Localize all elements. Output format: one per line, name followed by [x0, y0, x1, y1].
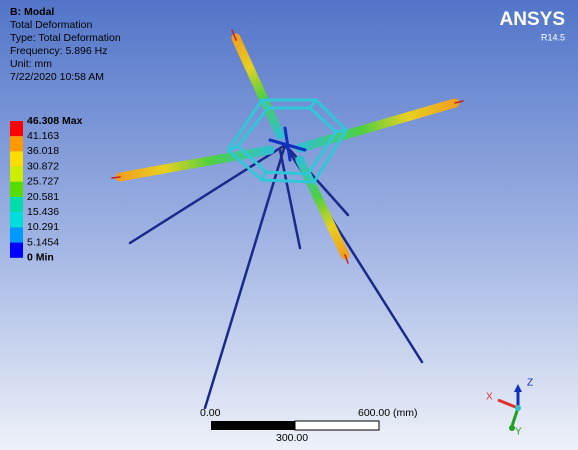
header-line: Total Deformation [10, 19, 92, 31]
legend-swatch [10, 197, 23, 212]
legend-label: 20.581 [27, 191, 59, 203]
background [0, 0, 578, 450]
header-title: B: Modal [10, 6, 54, 18]
legend-swatch [10, 136, 23, 151]
legend-swatch [10, 243, 23, 258]
logo-name: ANSYS [500, 9, 565, 30]
legend-swatch [10, 167, 23, 182]
scale-end: 600.00 (mm) [358, 407, 418, 419]
header-line: Frequency: 5.896 Hz [10, 45, 107, 57]
scale-bar-light [295, 421, 379, 430]
scale-start: 0.00 [200, 407, 221, 419]
viewport: B: Modal Total Deformation Type: Total D… [0, 0, 578, 450]
triad-x: X [486, 392, 493, 403]
legend-swatch [10, 227, 23, 242]
legend-label: 15.436 [27, 206, 59, 218]
header-line: Unit: mm [10, 58, 52, 70]
scale-bar-dark [211, 421, 295, 430]
legend-label: 5.1454 [27, 236, 59, 248]
header-line: 7/22/2020 10:58 AM [10, 71, 104, 83]
legend-label: 25.727 [27, 176, 59, 188]
legend-label: 41.163 [27, 130, 59, 142]
legend-label: 36.018 [27, 145, 59, 157]
legend-label: 0 Min [27, 252, 54, 264]
legend-swatch [10, 212, 23, 227]
legend-swatch [10, 151, 23, 166]
legend-label: 30.872 [27, 160, 59, 172]
legend-swatch [10, 182, 23, 197]
logo-version: R14.5 [541, 32, 565, 42]
legend-label: 46.308 Max [27, 115, 83, 127]
legend-swatch [10, 121, 23, 136]
triad-y: Y [515, 427, 522, 438]
legend-label: 10.291 [27, 221, 59, 233]
scale-mid: 300.00 [276, 432, 308, 444]
triad-z: Z [527, 378, 533, 389]
header-line: Type: Total Deformation [10, 32, 121, 44]
